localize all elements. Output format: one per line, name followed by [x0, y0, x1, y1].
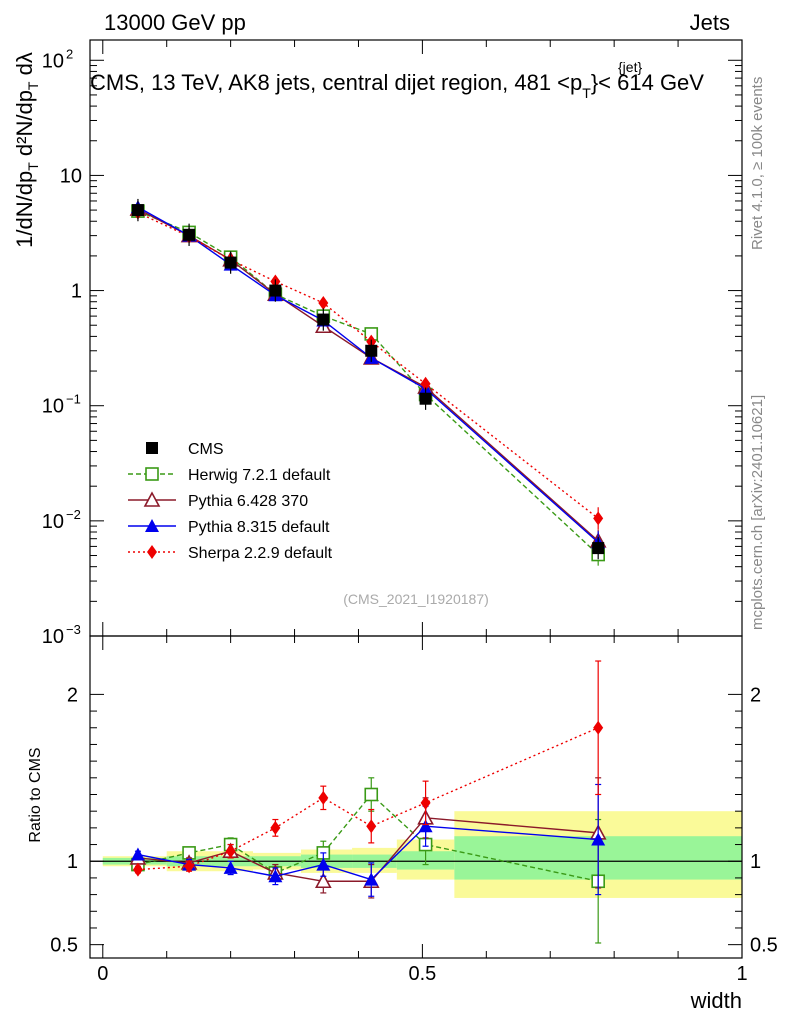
ratio-point-sherpa [366, 819, 377, 834]
y-tick-label: 10 [60, 165, 82, 187]
point-cms [317, 313, 330, 326]
ratio-point-pythia8 [223, 860, 238, 874]
ratio-ylabel: Ratio to CMS [27, 747, 44, 842]
legend: CMS Herwig 7.2.1 default Pythia 6.428 370 P… [128, 441, 333, 562]
legend-label-sherpa: Sherpa 2.2.9 default [188, 545, 333, 562]
y-tick-exponent: −2 [66, 507, 81, 522]
header-right-label: Jets [690, 10, 730, 35]
y-tick-label: 10 [42, 50, 64, 72]
ratio-point-herwig [364, 787, 379, 802]
ratio-line-pythia8 [137, 825, 599, 881]
ratio-point-sherpa [593, 720, 604, 735]
watermark: (CMS_2021_I1920187) [343, 591, 489, 607]
series-line-pythia8 [137, 206, 599, 543]
x-tick-label: 1 [736, 963, 747, 985]
point-cms [224, 256, 237, 269]
point-cms [592, 542, 605, 555]
legend-marker-pythia8 [145, 519, 159, 532]
ratio-y-tick-label-right: 0.5 [750, 935, 778, 957]
plot-title-superscript: {jet} [618, 59, 642, 75]
ratio-point-pythia6 [314, 872, 332, 889]
ratio-point-sherpa [318, 790, 329, 805]
y-tick-exponent: −3 [66, 622, 81, 637]
ratio-point-pythia8 [130, 847, 145, 861]
y-tick-label: 10 [42, 626, 64, 648]
legend-marker-sherpa [147, 545, 157, 559]
point-cms [269, 284, 282, 297]
ratio-point-sherpa [420, 795, 431, 810]
point-cms [183, 228, 196, 241]
point-sherpa [318, 295, 329, 310]
point-sherpa [593, 511, 604, 526]
legend-label-pythia6: Pythia 6.428 370 [188, 493, 308, 510]
mcplots-label: mcplots.cern.ch [arXiv:2401.10621] [749, 395, 766, 630]
ratio-point-pythia8 [418, 819, 433, 833]
y-tick-label: 1 [71, 281, 82, 303]
ratio-y-tick-label-right: 1 [750, 851, 761, 873]
series-line-herwig [137, 210, 599, 556]
series-line-sherpa [137, 212, 599, 519]
ratio-point-pythia8 [268, 869, 283, 883]
ratio-point-pythia8 [364, 872, 379, 886]
ratio-y-tick-label: 0.5 [50, 935, 78, 957]
ratio-panel: 0 0.5 10.5 0.51 12 2 [50, 635, 778, 985]
ratio-point-pythia8 [316, 857, 331, 871]
ratio-line-herwig [137, 793, 599, 882]
legend-marker-cms [146, 442, 158, 454]
point-cms [365, 344, 378, 357]
x-tick-label: 0.5 [408, 963, 436, 985]
ratio-y-tick-label: 2 [67, 684, 78, 706]
x-tick-label: 0 [97, 963, 108, 985]
ratio-point-sherpa [132, 862, 143, 877]
y-tick-exponent: −1 [66, 392, 81, 407]
plot-title: CMS, 13 TeV, AK8 jets, central dijet reg… [90, 70, 704, 101]
ratio-point-sherpa [225, 844, 236, 859]
main-ylabel: 1/dN/dpT d²N/dpT dλ [12, 52, 41, 248]
ratio-line-pythia6 [137, 817, 599, 882]
ratio-point-sherpa [270, 820, 281, 835]
y-tick-exponent: 2 [66, 46, 73, 61]
y-tick-label: 10 [42, 396, 64, 418]
point-sherpa [420, 376, 431, 391]
ratio-frame [89, 635, 743, 959]
ratio-y-tick-label-right: 2 [750, 684, 761, 706]
x-axis-label: width [690, 988, 742, 1013]
legend-label-pythia8: Pythia 8.315 default [188, 519, 330, 536]
y-tick-label: 10 [42, 511, 64, 533]
svg-text:1/dN/dpT d²N/dpT dλ: 1/dN/dpT d²N/dpT dλ [12, 52, 41, 248]
point-cms [131, 204, 144, 217]
ratio-point-sherpa [184, 859, 195, 874]
legend-marker-herwig [145, 467, 159, 481]
ratio-point-pythia8 [591, 832, 606, 846]
legend-label-cms: CMS [188, 441, 224, 458]
legend-label-herwig: Herwig 7.2.1 default [188, 467, 331, 484]
rivet-label: Rivet 4.1.0, ≥ 100k events [749, 77, 766, 250]
header-left-label: 13000 GeV pp [104, 10, 246, 35]
legend-marker-pythia6 [143, 491, 161, 507]
ratio-y-tick-label: 1 [67, 851, 78, 873]
point-cms [419, 392, 432, 405]
